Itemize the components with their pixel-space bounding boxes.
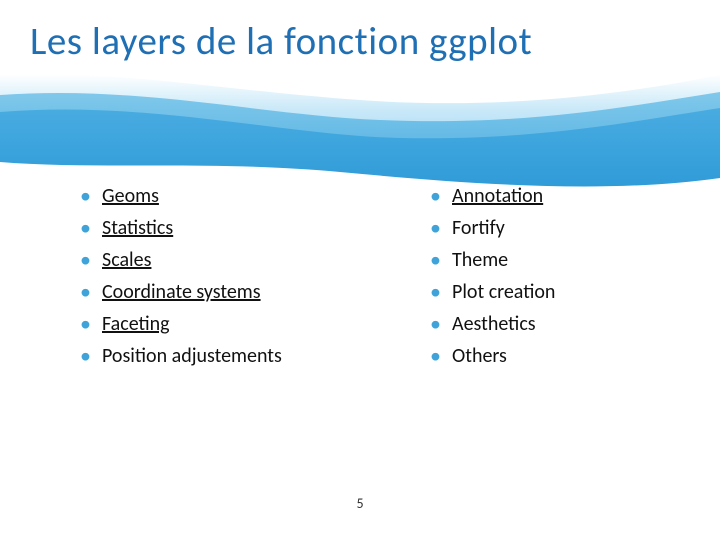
list-item: Aesthetics — [430, 308, 720, 340]
list-item-label: Plot creation — [452, 280, 555, 304]
list-item: Coordinate systems — [80, 276, 370, 308]
list-item-label: Scales — [102, 248, 151, 272]
content-columns: Geoms Statistics Scales Coordinate systems F… — [0, 180, 720, 372]
list-item-label: Others — [452, 344, 507, 368]
left-list: Geoms Statistics Scales Coordinate systems F… — [80, 180, 370, 372]
list-item-label: Fortify — [452, 216, 505, 240]
left-column: Geoms Statistics Scales Coordinate systems F… — [0, 180, 370, 372]
list-item-label: Annotation — [452, 184, 543, 208]
list-item: Faceting — [80, 308, 370, 340]
list-item: Statistics — [80, 212, 370, 244]
list-item: Others — [430, 340, 720, 372]
list-item: Plot creation — [430, 276, 720, 308]
list-item-label: Faceting — [102, 312, 170, 336]
list-item-label: Theme — [452, 248, 508, 272]
list-item-label: Position adjustements — [102, 344, 282, 368]
list-item-label: Aesthetics — [452, 312, 536, 336]
page-number: 5 — [0, 495, 720, 512]
list-item: Scales — [80, 244, 370, 276]
list-item: Annotation — [430, 180, 720, 212]
slide-title: Les layers de la fonction ggplot — [30, 18, 532, 65]
list-item-label: Geoms — [102, 184, 159, 208]
list-item: Position adjustements — [80, 340, 370, 372]
right-column: Annotation Fortify Theme Plot creation Aesth… — [370, 180, 720, 372]
list-item: Fortify — [430, 212, 720, 244]
list-item: Geoms — [80, 180, 370, 212]
right-list: Annotation Fortify Theme Plot creation Aesth… — [430, 180, 720, 372]
list-item-label: Coordinate systems — [102, 280, 261, 304]
list-item: Theme — [430, 244, 720, 276]
list-item-label: Statistics — [102, 216, 173, 240]
